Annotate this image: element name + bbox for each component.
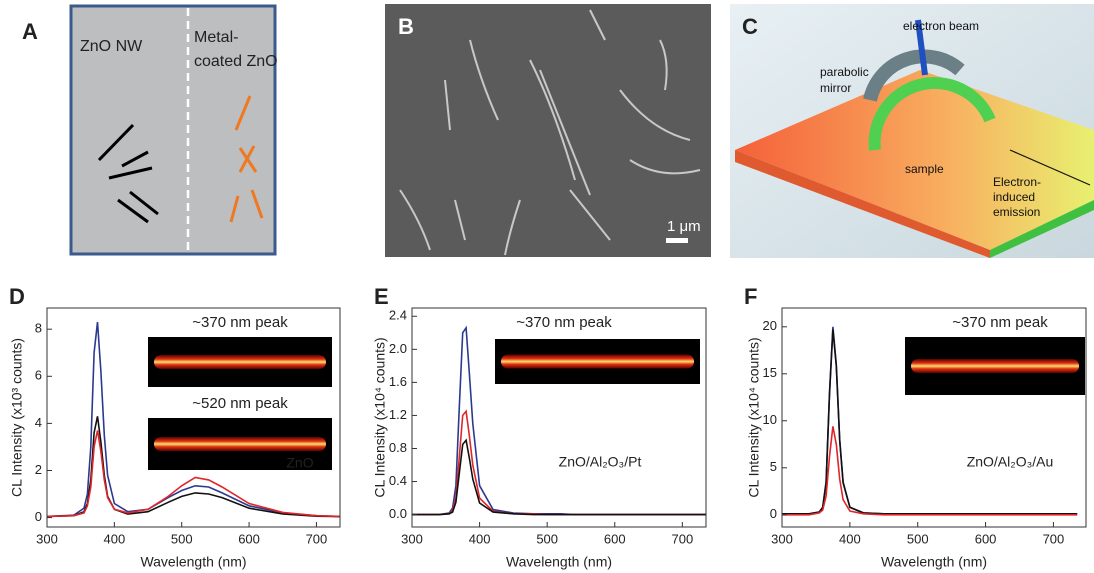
callout: mirror (820, 81, 851, 95)
diagram-text: Metal- (194, 29, 238, 46)
y-axis-label: CL Intensity (x10⁴ counts) (372, 337, 388, 497)
panel-label: C (742, 14, 758, 39)
y-tick-label: 2.0 (389, 341, 407, 356)
callout: parabolic (820, 65, 869, 79)
callout: electron beam (903, 19, 979, 33)
sem-image (385, 4, 711, 257)
y-tick-label: 0 (770, 506, 777, 521)
x-tick-label: 400 (839, 531, 861, 546)
panel-b: B 1 μm (385, 4, 711, 257)
x-tick-label: 400 (469, 531, 491, 546)
y-tick-label: 4 (35, 415, 42, 430)
y-tick-label: 6 (35, 368, 42, 383)
y-tick-label: 0 (35, 509, 42, 524)
x-tick-label: 300 (771, 531, 793, 546)
emission-arrow (1009, 149, 1091, 186)
scale-bar-label: 1 μm (667, 218, 701, 235)
x-tick-label: 600 (604, 531, 626, 546)
plot-frame (46, 307, 341, 528)
slab-edge (735, 150, 990, 258)
inset-glow (501, 354, 694, 369)
sem-wires (399, 9, 701, 256)
annotation: ZnO/Al₂O₃/Pt (559, 454, 642, 470)
panel-c: C electron beam parabolic mirror sample … (730, 4, 1094, 258)
plot-frame (411, 307, 707, 528)
callout: sample (905, 162, 944, 176)
y-tick-label: 0.4 (389, 473, 407, 488)
diagram-text: ZnO NW (80, 38, 143, 55)
inset-label: ~370 nm peak (516, 314, 612, 331)
coated-nanowires (229, 95, 264, 223)
y-tick-label: 2 (35, 462, 42, 477)
annotation: ZnO/Al₂O₃/Au (967, 454, 1054, 470)
inset-label: ~370 nm peak (192, 314, 288, 331)
x-tick-label: 500 (536, 531, 558, 546)
callout: Electron- (993, 175, 1041, 189)
y-tick-label: 20 (763, 318, 777, 333)
mirror (868, 77, 996, 151)
panel-label: F (744, 284, 757, 309)
x-tick-label: 500 (171, 531, 193, 546)
panel-label: E (374, 284, 389, 309)
callout: induced (993, 190, 1035, 204)
x-tick-label: 700 (306, 531, 328, 546)
y-tick-label: 15 (763, 365, 777, 380)
inset-glow (911, 359, 1079, 373)
series-line (782, 329, 1078, 515)
slab-edge (990, 200, 1094, 258)
x-axis-label: Wavelength (nm) (506, 554, 612, 570)
sample-slab (735, 70, 1094, 250)
y-tick-label: 5 (770, 459, 777, 474)
y-tick-label: 10 (763, 412, 777, 427)
mirror-back (863, 49, 965, 102)
nanowires (97, 123, 159, 224)
series-line (412, 438, 706, 516)
scale-bar (666, 238, 688, 243)
y-tick-label: 0.0 (389, 506, 407, 521)
x-tick-label: 500 (907, 531, 929, 546)
x-tick-label: 600 (975, 531, 997, 546)
x-axis-label: Wavelength (nm) (881, 554, 987, 570)
x-tick-label: 700 (1043, 531, 1065, 546)
y-tick-label: 1.6 (389, 374, 407, 389)
diagram-box (69, 4, 277, 256)
plot-frame (781, 307, 1087, 528)
panel-label: A (22, 19, 38, 44)
diagram-text: coated ZnO (194, 53, 278, 70)
beam-arrow (915, 19, 928, 76)
y-tick-label: 1.2 (389, 407, 407, 422)
y-axis-label: CL Intensity (x10⁴ counts) (746, 337, 762, 497)
x-tick-label: 600 (238, 531, 260, 546)
panel-label: B (398, 14, 414, 39)
x-tick-label: 300 (36, 531, 58, 546)
panel-label: D (9, 284, 25, 309)
callout: emission (993, 205, 1040, 219)
x-tick-label: 700 (671, 531, 693, 546)
x-tick-label: 300 (401, 531, 423, 546)
y-tick-label: 0.8 (389, 440, 407, 455)
inset-glow (154, 437, 326, 451)
series-line (782, 426, 1078, 516)
inset-glow (154, 355, 326, 369)
x-axis-label: Wavelength (nm) (140, 554, 246, 570)
inset-label: ~370 nm peak (952, 314, 1048, 331)
y-tick-label: 2.4 (389, 308, 407, 323)
x-tick-label: 400 (104, 531, 126, 546)
panel-a: A ZnO NW Metal- coated ZnO (22, 4, 278, 256)
series-line (46, 430, 341, 518)
y-axis-label: CL Intensity (x10³ counts) (9, 338, 25, 497)
series-line (46, 322, 341, 518)
inset-label: ~520 nm peak (192, 395, 288, 412)
y-tick-label: 8 (35, 321, 42, 336)
annotation: ZnO (286, 455, 313, 471)
